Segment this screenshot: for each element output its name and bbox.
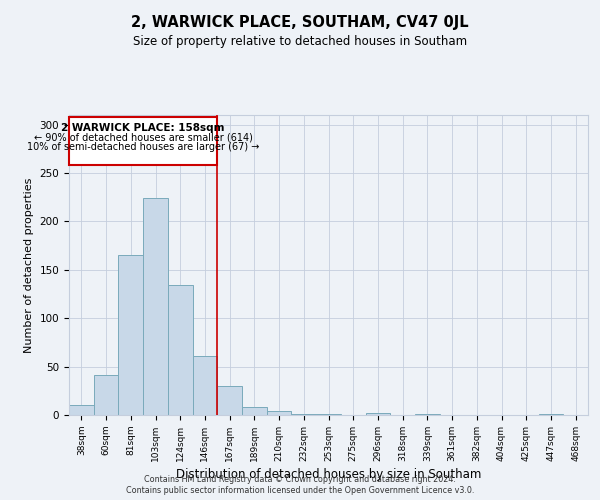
- FancyBboxPatch shape: [69, 117, 217, 166]
- Bar: [242, 408, 267, 415]
- Bar: [267, 411, 292, 415]
- Bar: [316, 414, 341, 415]
- Bar: [217, 386, 242, 415]
- Bar: [94, 376, 118, 415]
- X-axis label: Distribution of detached houses by size in Southam: Distribution of detached houses by size …: [176, 468, 481, 481]
- Bar: [365, 413, 390, 415]
- Text: 2 WARWICK PLACE: 158sqm: 2 WARWICK PLACE: 158sqm: [61, 122, 225, 132]
- Bar: [143, 198, 168, 415]
- Text: Size of property relative to detached houses in Southam: Size of property relative to detached ho…: [133, 35, 467, 48]
- Bar: [69, 406, 94, 415]
- Text: Contains public sector information licensed under the Open Government Licence v3: Contains public sector information licen…: [126, 486, 474, 495]
- Bar: [539, 414, 563, 415]
- Bar: [118, 256, 143, 415]
- Text: 10% of semi-detached houses are larger (67) →: 10% of semi-detached houses are larger (…: [27, 142, 259, 152]
- Bar: [168, 286, 193, 415]
- Bar: [415, 414, 440, 415]
- Text: ← 90% of detached houses are smaller (614): ← 90% of detached houses are smaller (61…: [34, 132, 253, 142]
- Y-axis label: Number of detached properties: Number of detached properties: [24, 178, 34, 352]
- Bar: [292, 414, 316, 415]
- Text: Contains HM Land Registry data © Crown copyright and database right 2024.: Contains HM Land Registry data © Crown c…: [144, 475, 456, 484]
- Bar: [193, 356, 217, 415]
- Text: 2, WARWICK PLACE, SOUTHAM, CV47 0JL: 2, WARWICK PLACE, SOUTHAM, CV47 0JL: [131, 15, 469, 30]
